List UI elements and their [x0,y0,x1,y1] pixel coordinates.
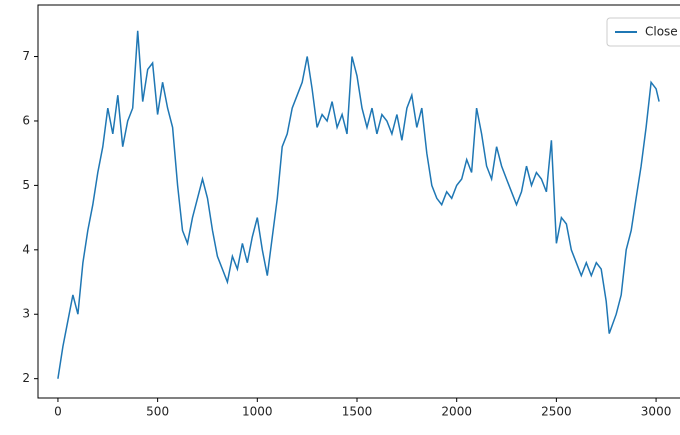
y-tick-label: 7 [22,49,30,63]
y-tick-label: 4 [22,242,30,256]
x-tick-label: 0 [54,405,62,419]
x-tick-label: 2500 [541,405,572,419]
x-tick-label: 1500 [342,405,373,419]
x-tick-label: 500 [146,405,169,419]
legend-label: Close [645,25,678,39]
plot-frame [37,4,680,399]
legend-box [606,17,680,47]
line-series [57,30,660,379]
y-tick-label: 2 [22,371,30,385]
x-tick-label: 2000 [441,405,472,419]
x-tick-label: 3000 [641,405,672,419]
y-tick-label: 6 [22,113,30,127]
y-tick-label: 3 [22,307,30,321]
x-tick-label: 1000 [242,405,273,419]
y-tick-label: 5 [22,178,30,192]
